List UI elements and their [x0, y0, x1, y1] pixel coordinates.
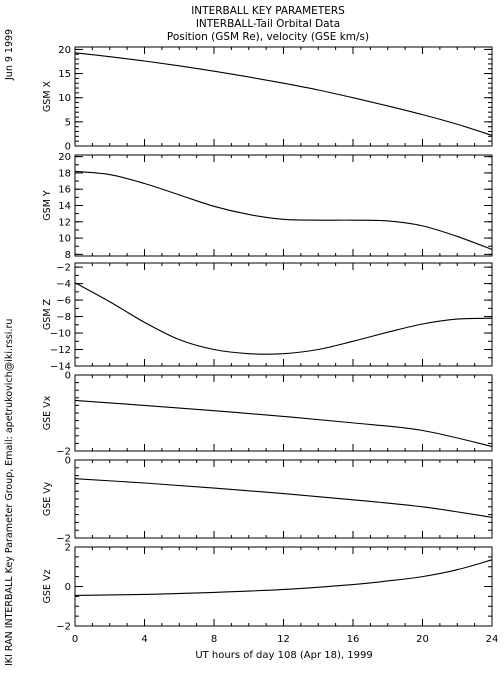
y-tick-label: 18 [58, 168, 71, 179]
y-tick-label: 10 [58, 234, 71, 245]
x-tick-label: 0 [72, 634, 78, 645]
series-line-0 [74, 478, 493, 518]
y-tick-label: −4 [56, 279, 71, 290]
panel-1: 8 10 12 14 16 18 20 GSM Y [42, 152, 493, 261]
panel-0: 0 5 10 15 20 GSM X [42, 45, 493, 153]
panel-frame [74, 374, 493, 452]
y-tick-label: 2 [65, 543, 71, 554]
y-tick-label: −8 [56, 312, 71, 323]
panel-frame [74, 459, 493, 539]
x-tick-label: 16 [347, 634, 360, 645]
panel-4: −2 0 GSE Vy [42, 456, 493, 545]
y-axis-label: GSE Vz [42, 570, 53, 604]
y-tick-label: 16 [58, 185, 71, 196]
panel-frame [74, 546, 493, 627]
y-tick-label: −2 [56, 263, 71, 274]
panel-frame [74, 46, 493, 147]
y-tick-label: 8 [65, 250, 71, 261]
y-tick-label: 15 [58, 69, 71, 80]
y-tick-label: −2 [56, 447, 71, 458]
y-tick-label: −12 [50, 345, 71, 356]
y-tick-label: 12 [58, 217, 71, 228]
series-line-0 [74, 52, 493, 136]
y-tick-label: 20 [58, 152, 71, 163]
y-tick-label: 5 [65, 117, 71, 128]
y-axis-label: GSE Vy [42, 481, 53, 516]
y-tick-label: −2 [56, 534, 71, 545]
y-tick-label: −10 [50, 329, 71, 340]
y-tick-label: 0 [65, 456, 71, 467]
y-axis-label: GSM X [42, 80, 53, 112]
y-tick-label: 0 [65, 371, 71, 382]
y-tick-label: 20 [58, 45, 71, 56]
y-tick-label: 0 [65, 582, 71, 593]
title-line-3: Position (GSM Re), velocity (GSE km/s) [167, 31, 369, 43]
y-tick-label: −2 [56, 622, 71, 633]
y-tick-label: −6 [56, 296, 71, 307]
chart-title: INTERBALL KEY PARAMETERS INTERBALL-Tail … [167, 5, 369, 43]
x-tick-label: 8 [211, 634, 217, 645]
x-tick-label: 4 [141, 634, 147, 645]
y-tick-label: 0 [65, 142, 71, 153]
y-axis-label: GSM Z [42, 298, 53, 330]
panel-frame [74, 154, 493, 257]
y-tick-label: 10 [58, 93, 71, 104]
date-label: Jun 9 1999 [4, 29, 15, 81]
x-axis-label: UT hours of day 108 (Apr 18), 1999 [195, 650, 372, 661]
y-axis-label: GSM Y [42, 190, 53, 221]
y-axis-label: GSE Vx [42, 395, 53, 430]
x-tick-label: 24 [486, 634, 499, 645]
panel-2: −14 −12 −10 −8 −6 −4 −2 GSM Z [42, 262, 493, 373]
x-tick-label: 20 [416, 634, 429, 645]
panel-3: −2 0 GSE Vx [42, 371, 493, 458]
series-line-0 [74, 559, 493, 596]
title-line-1: INTERBALL KEY PARAMETERS [191, 5, 345, 17]
y-tick-label: −14 [50, 362, 71, 373]
x-tick-label: 12 [277, 634, 290, 645]
title-line-2: INTERBALL-Tail Orbital Data [196, 18, 340, 30]
series-line-0 [74, 399, 493, 447]
panel-frame [74, 262, 493, 367]
series-line-0 [74, 282, 493, 355]
series-line-0 [74, 170, 493, 250]
credit-label: IKI RAN INTERBALL Key Parameter Group, E… [4, 319, 15, 666]
y-tick-label: 14 [58, 201, 71, 212]
